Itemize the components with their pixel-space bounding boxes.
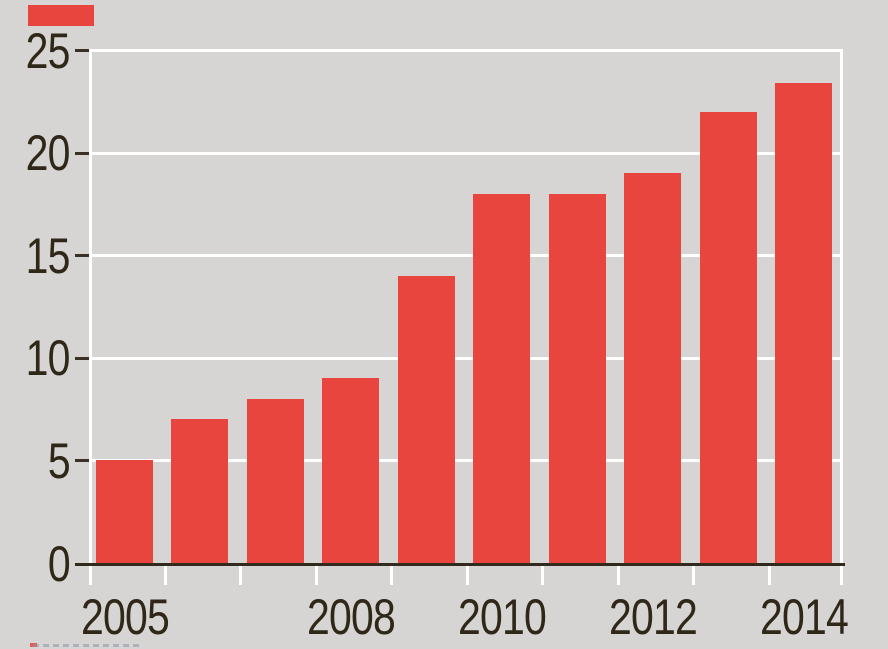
- x-axis-tick-1: [163, 563, 167, 585]
- y-axis-tick-20: [75, 151, 89, 155]
- cutoff-text-sliver: [33, 644, 143, 647]
- x-axis-tick-5: [465, 563, 469, 585]
- y-axis-tick-15: [75, 254, 89, 258]
- x-tick-label-2012: 2012: [608, 589, 698, 645]
- y-tick-label-25: 25: [26, 22, 71, 79]
- plot-right-border: [840, 50, 843, 585]
- bar-2012: [624, 173, 682, 563]
- bar-2014: [775, 82, 833, 563]
- x-tick-label-2014: 2014: [759, 589, 849, 645]
- x-tick-label-2005: 2005: [80, 589, 170, 645]
- bar-2009: [397, 275, 455, 563]
- plot-left-border: [89, 50, 92, 585]
- gridline-y-20: [89, 151, 843, 155]
- bar-2013: [699, 111, 757, 563]
- bar-2006: [171, 419, 229, 563]
- y-axis-tick-25: [75, 49, 89, 52]
- bar-2007: [246, 398, 304, 563]
- bar-2010: [473, 193, 531, 563]
- bar-2008: [322, 378, 380, 563]
- y-tick-label-10: 10: [26, 330, 71, 387]
- y-axis-tick-10: [75, 356, 89, 360]
- bar-2011: [548, 193, 606, 563]
- y-tick-label-15: 15: [26, 227, 71, 284]
- x-tick-label-2008: 2008: [306, 589, 396, 645]
- gridline-y-25: [89, 49, 843, 52]
- gridline-y-15: [89, 254, 843, 258]
- x-axis-tick-9: [767, 563, 771, 585]
- y-tick-label-20: 20: [26, 125, 71, 182]
- x-tick-label-2010: 2010: [457, 589, 547, 645]
- y-tick-label-0: 0: [48, 535, 71, 592]
- bar-2005: [96, 460, 153, 563]
- x-axis-tick-3: [314, 563, 318, 585]
- brand-red-tab-icon: [28, 5, 94, 26]
- x-axis-tick-6: [541, 563, 545, 585]
- x-axis-tick-4: [390, 563, 394, 585]
- x-axis-tick-2: [239, 563, 243, 585]
- gridline-y-5: [89, 459, 843, 463]
- plot-area: [89, 49, 843, 563]
- x-axis-tick-8: [692, 563, 696, 585]
- x-axis-line: [75, 563, 845, 566]
- y-tick-label-5: 5: [48, 432, 71, 489]
- gridline-y-10: [89, 356, 843, 360]
- y-axis-tick-5: [75, 459, 89, 463]
- x-axis-tick-7: [616, 563, 620, 585]
